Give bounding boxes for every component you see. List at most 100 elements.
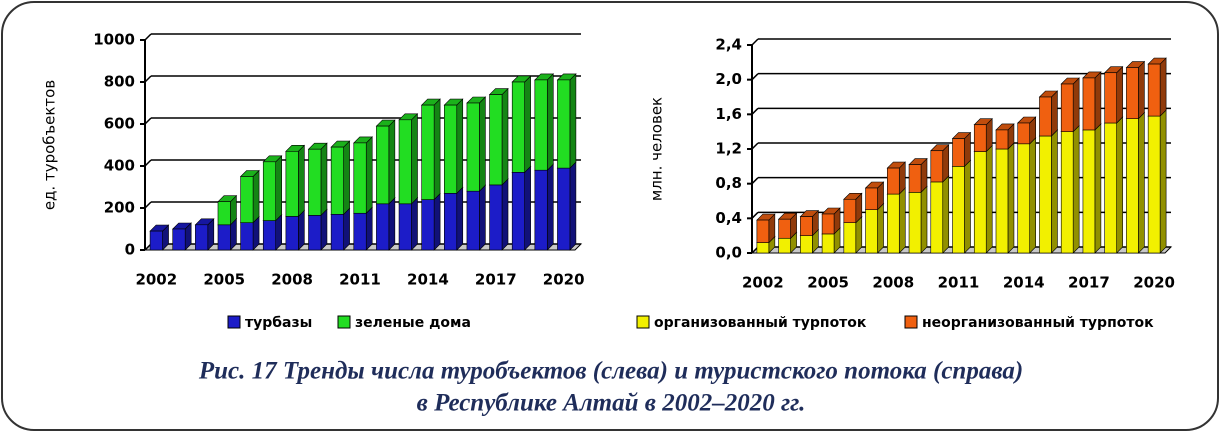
bar (534, 169, 548, 251)
x-tick-label: 2020 (543, 271, 585, 289)
legend-swatch (904, 315, 918, 329)
bar (952, 166, 965, 254)
bar (1039, 96, 1052, 137)
bar (489, 184, 503, 251)
grid-line (144, 33, 152, 41)
bar (511, 172, 525, 251)
x-tick-label: 2011 (339, 271, 381, 289)
x-tick-label: 2008 (271, 271, 313, 289)
bar-side (1138, 111, 1145, 254)
bar (557, 167, 571, 251)
bar (1060, 131, 1074, 254)
bar-side (569, 73, 577, 169)
grid-line (144, 159, 152, 167)
bar (995, 129, 1009, 150)
bar-side (898, 187, 906, 254)
bar-side (1138, 60, 1145, 120)
bar (1082, 77, 1096, 131)
bar (1104, 72, 1117, 124)
y-tick-label: 1000 (93, 31, 135, 49)
bar (843, 222, 857, 254)
bar-side (1116, 66, 1123, 124)
bar (308, 215, 322, 251)
y-tick-label: 0,4 (715, 209, 742, 227)
bar (353, 142, 367, 214)
bar-side (546, 163, 554, 251)
bar (353, 212, 367, 251)
bar-side (524, 165, 531, 251)
bar-side (524, 75, 531, 174)
bar-side (964, 159, 971, 254)
bar (262, 220, 276, 251)
bar-side (1094, 71, 1102, 131)
bar (1082, 129, 1096, 254)
bar-side (1007, 142, 1015, 254)
x-tick-label: 2011 (938, 274, 980, 292)
bar-side (456, 186, 464, 251)
bar (1104, 122, 1117, 254)
bar (262, 161, 276, 221)
bar (973, 124, 987, 152)
bar (466, 102, 480, 192)
bar (217, 224, 231, 251)
bar (952, 138, 965, 167)
bar-side (411, 197, 418, 251)
caption-line: в Республике Алтай в 2002–2020 гг. (417, 390, 806, 417)
y-tick-label: 0,0 (715, 244, 742, 262)
legend-label: зеленые дома (355, 315, 471, 331)
bar-side (456, 98, 464, 195)
bar (421, 199, 435, 251)
bar-side (433, 192, 441, 251)
bar (444, 193, 458, 251)
y-tick-label: 2,0 (715, 70, 742, 88)
grid-line (751, 107, 759, 115)
bar-side (1072, 77, 1080, 133)
bar (930, 181, 944, 254)
bar (398, 119, 412, 205)
grid-line (144, 117, 152, 125)
caption-line: Рис. 17 Тренды числа туробъектов (слева)… (198, 358, 1023, 385)
y-tick-label: 800 (104, 73, 135, 91)
bar (534, 79, 548, 171)
bar (1126, 67, 1139, 119)
x-tick-label: 2008 (872, 274, 914, 292)
bar (217, 201, 231, 226)
bar (930, 150, 944, 183)
y-tick-label: 0,8 (715, 174, 742, 192)
bar (1017, 122, 1030, 145)
x-tick-label: 2005 (807, 274, 849, 292)
bar (1126, 118, 1139, 254)
grid-line (144, 75, 152, 83)
bar (330, 214, 344, 251)
grid-line (751, 73, 759, 81)
grid-line (751, 177, 759, 185)
bar-side (479, 96, 486, 192)
bar (1060, 83, 1074, 132)
bar (376, 125, 390, 205)
bar-side (298, 209, 305, 251)
bar (1147, 63, 1161, 117)
bar (195, 224, 209, 251)
bar (172, 228, 186, 251)
bar-side (252, 169, 260, 224)
bar (756, 219, 770, 243)
y-tick-label: 1,6 (715, 105, 742, 123)
bar-side (388, 197, 396, 251)
bar (489, 94, 503, 186)
bar (308, 148, 322, 216)
bar-side (1051, 129, 1058, 254)
bar (285, 151, 299, 217)
grid-line (751, 142, 759, 150)
y-tick-label: 0 (125, 241, 135, 259)
bar-side (298, 144, 305, 218)
bar-side (365, 206, 373, 251)
bar (149, 230, 163, 251)
bar (800, 216, 813, 236)
bar-side (433, 98, 441, 201)
bar-side (569, 161, 577, 251)
bar (821, 233, 835, 254)
legend-swatch (227, 315, 241, 329)
bar (240, 222, 254, 251)
bar (285, 216, 299, 251)
bar (557, 79, 571, 169)
